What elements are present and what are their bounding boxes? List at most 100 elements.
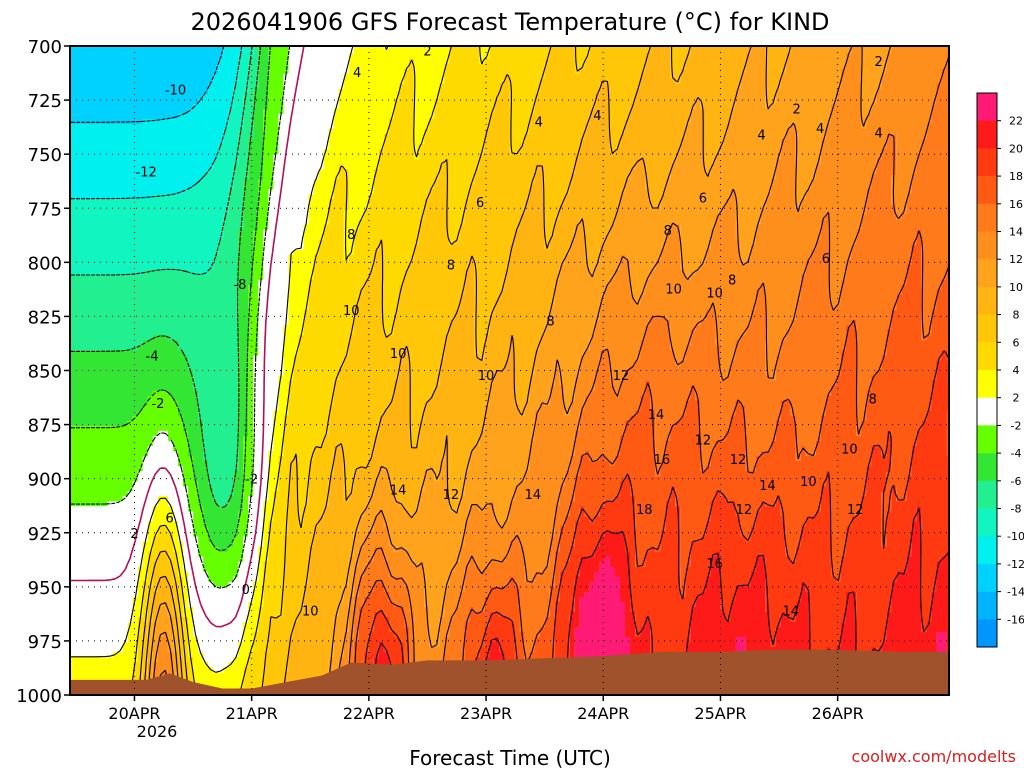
colorbar-tick-label: 4	[1013, 364, 1020, 377]
contour-label: 4	[816, 122, 824, 137]
contour-label: 10	[343, 304, 360, 319]
colorbar-swatch	[977, 591, 997, 620]
colorbar-swatch	[977, 508, 997, 537]
colorbar-tick-label: -10	[1007, 530, 1024, 543]
y-tick-label-900: 900	[28, 470, 62, 491]
colorbar-tick-label: 18	[1009, 170, 1023, 183]
colorbar-tick-label: -2	[1011, 419, 1022, 432]
contour-label: 8	[728, 274, 736, 289]
colorbar-tick-label: 10	[1009, 281, 1023, 294]
isotherm-4	[129, 46, 491, 695]
colorbar-tick-label: -16	[1007, 613, 1024, 626]
x-tick-label-20APR: 20APR	[108, 704, 160, 723]
contour-label: 14	[759, 479, 776, 494]
temperature-band--8-to--6	[70, 46, 259, 507]
contour-label: -10	[165, 83, 186, 98]
colorbar-swatch	[977, 536, 997, 565]
contour-label: -12	[136, 165, 157, 180]
contour-label: 8	[447, 258, 455, 273]
isotherm--8	[70, 46, 253, 276]
contour-label: 4	[875, 127, 883, 142]
isotherm-2	[70, 46, 389, 673]
isotherm--2	[70, 46, 291, 589]
y-tick-label-850: 850	[28, 362, 62, 383]
contour-label: 6	[822, 252, 830, 267]
terrain-ground	[70, 649, 949, 695]
contour-label: 10	[841, 442, 858, 457]
colorbar-tick-label: 20	[1009, 142, 1023, 155]
temperature-band--4-to--2	[70, 46, 289, 588]
x-tick-label-23APR: 23APR	[460, 704, 512, 723]
contour-label: 10	[390, 347, 407, 362]
contour-label: 8	[664, 224, 672, 239]
y-tick-label-1000: 1000	[16, 686, 62, 707]
colorbar-tick-label: 6	[1013, 336, 1020, 349]
contour-label: 4	[757, 129, 765, 144]
x-tick-label-21APR: 21APR	[226, 704, 278, 723]
contour-label: 16	[654, 453, 671, 468]
contour-label: -2	[151, 397, 164, 412]
y-tick-label-725: 725	[28, 91, 62, 112]
contour-label: 4	[593, 109, 601, 124]
isotherm--6	[70, 46, 262, 509]
contour-label: 10	[302, 605, 319, 620]
y-tick-label-775: 775	[28, 199, 62, 220]
colorbar-swatch	[977, 563, 997, 592]
contour-label: 2	[130, 527, 138, 542]
colorbar-swatch	[977, 314, 997, 343]
contour-label: -8	[233, 278, 246, 293]
x-tick-label-25APR: 25APR	[694, 704, 746, 723]
y-tick-label-975: 975	[28, 632, 62, 653]
isotherm-12	[152, 46, 892, 695]
contour-label: 14	[783, 605, 800, 620]
contour-label: 8	[347, 228, 355, 243]
colorbar-swatch	[977, 286, 997, 315]
colorbar-tick-label: -12	[1007, 558, 1024, 571]
contour-label: 12	[613, 369, 630, 384]
y-tick-label-925: 925	[28, 524, 62, 545]
colorbar-swatch	[977, 203, 997, 232]
contour-label: 12	[730, 453, 747, 468]
isotherm-10	[147, 46, 792, 695]
contour-label: 6	[699, 191, 707, 206]
contour-label: 12	[847, 503, 864, 518]
contour-label: 2	[875, 55, 883, 70]
colorbar-swatch	[977, 176, 997, 205]
temperature-band-16-to-18	[353, 229, 949, 695]
colorbar-swatch	[977, 259, 997, 288]
y-tick-label-875: 875	[28, 416, 62, 437]
y-tick-label-825: 825	[28, 307, 62, 328]
colorbar-swatch	[977, 120, 997, 149]
isotherm--12	[70, 46, 225, 123]
colorbar-tick-label: -8	[1011, 503, 1022, 516]
colorbar-tick-label: -4	[1011, 447, 1022, 460]
y-tick-label-950: 950	[28, 578, 62, 599]
colorbar-swatch	[977, 148, 997, 177]
y-tick-label-750: 750	[28, 145, 62, 166]
colorbar-swatch	[977, 397, 997, 426]
x-tick-label-26APR: 26APR	[812, 704, 864, 723]
contour-label: 8	[869, 393, 877, 408]
colorbar-swatch	[977, 425, 997, 454]
temperature-band-14-to-16	[157, 53, 949, 695]
temperature-band-20-to-22	[373, 506, 949, 695]
colorbar-legend: 22 20 18 16 14 12 10 8 6 4 2 -2 -4 -6 -8 -10 -12 -14 -16	[976, 92, 1024, 648]
colorbar-swatch	[977, 93, 997, 121]
colorbar-tick-label: 2	[1013, 392, 1020, 405]
x-tick-label-22APR: 22APR	[343, 704, 395, 723]
contour-labels: -10 -12 -8 -4 -2 -2 0 2 6 4 2 8 10 10 10 8 6 4 10 14 12 14 8 4 8…	[130, 46, 883, 620]
isotherm-contours	[70, 46, 949, 695]
contour-label: 12	[443, 488, 460, 503]
colorbar-swatch	[977, 453, 997, 482]
contour-label: 8	[546, 315, 554, 330]
temperature-band--12-to--10	[70, 46, 244, 200]
contour-label: 10	[478, 369, 495, 384]
contour-label: 12	[736, 503, 753, 518]
isotherm-16	[354, 230, 949, 695]
colorbar-tick-label: 16	[1009, 198, 1023, 211]
contour-label: 2	[792, 103, 800, 118]
colorbar-tick-label: 12	[1009, 253, 1023, 266]
temperature-band-6-to-8	[137, 46, 691, 695]
isotherm--10	[70, 46, 243, 200]
contour-label: 14	[648, 408, 665, 423]
